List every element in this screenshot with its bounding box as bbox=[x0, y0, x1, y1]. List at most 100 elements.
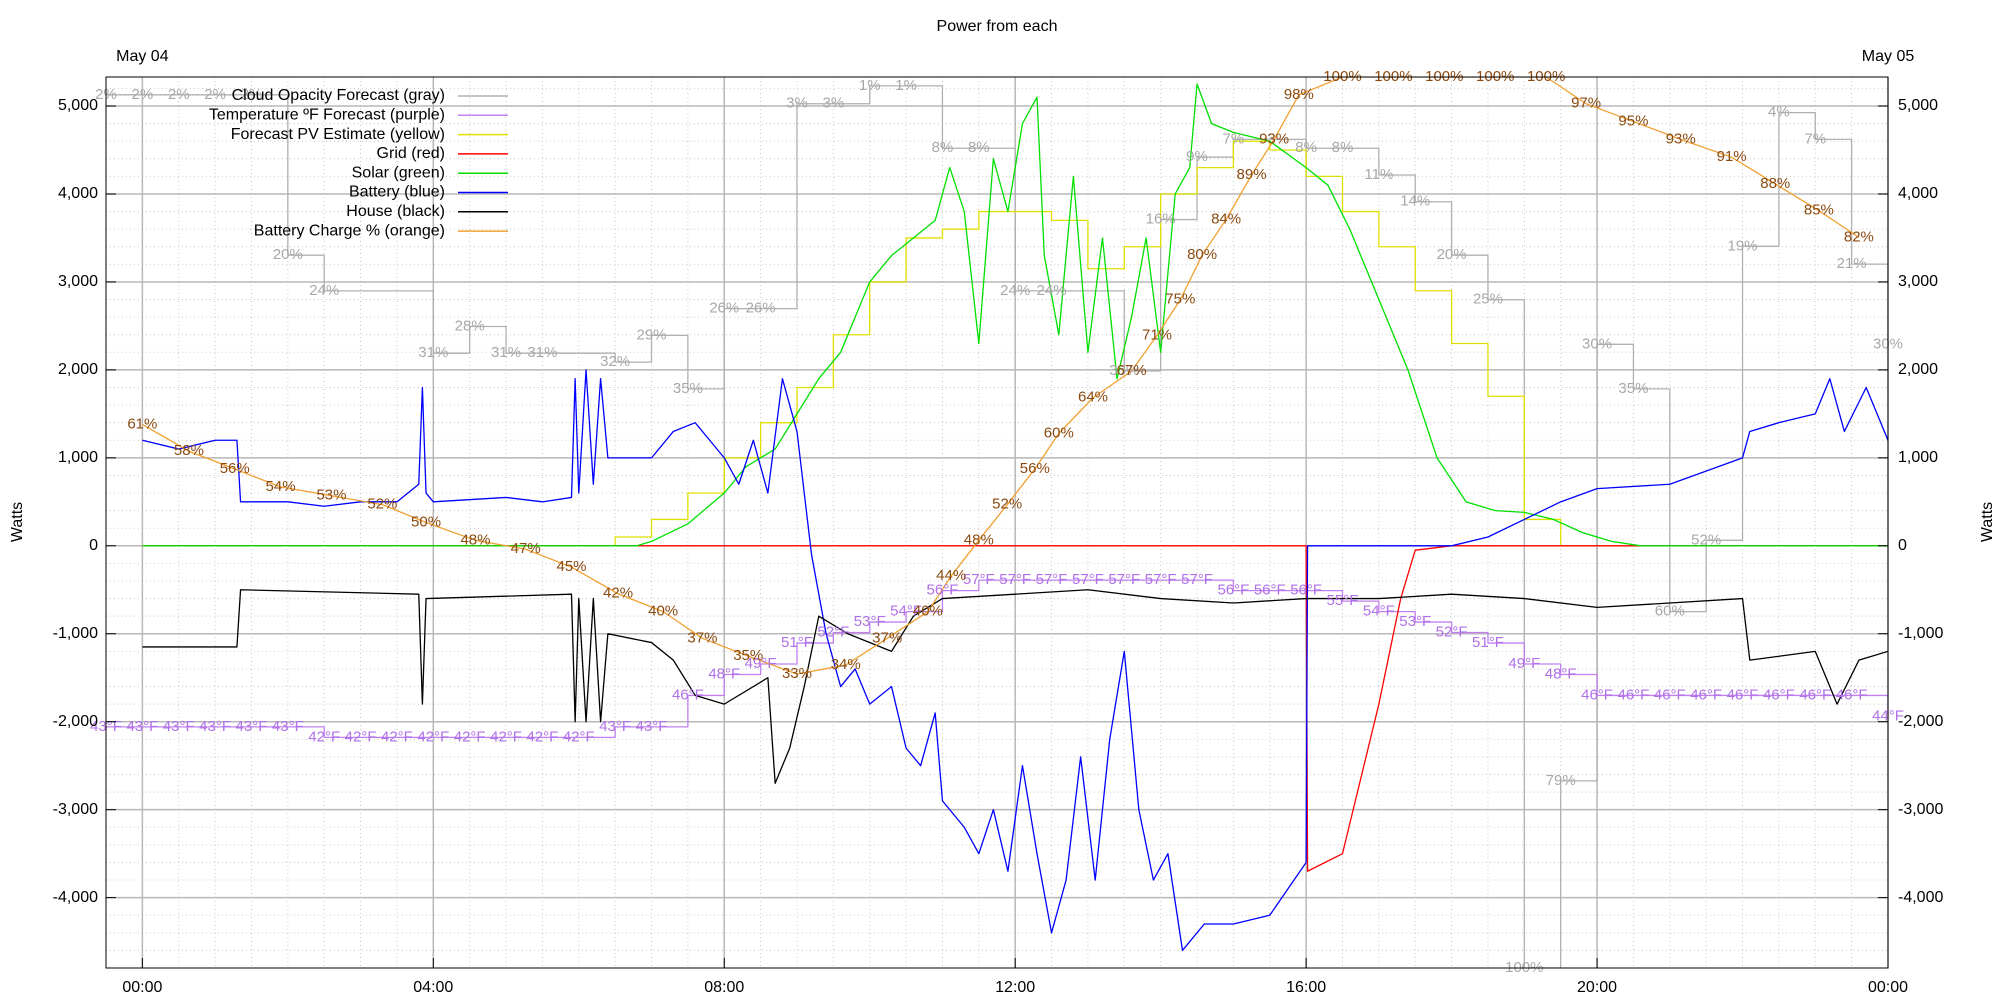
series-line bbox=[142, 77, 1860, 675]
data-label: 49°F bbox=[745, 655, 777, 672]
data-label: 57°F bbox=[1072, 571, 1104, 588]
axes: -4,000 -4,000 -3,000 -3,000 -2,000 -2,000 -1,0… bbox=[53, 48, 1944, 996]
data-label: 16% bbox=[1146, 211, 1176, 228]
data-label: 8% bbox=[968, 139, 990, 156]
data-label: 55°F bbox=[1327, 592, 1359, 609]
data-label: 52% bbox=[367, 496, 397, 513]
data-label: 52% bbox=[1691, 531, 1721, 548]
data-label: 31% bbox=[527, 344, 557, 361]
data-label: 80% bbox=[1187, 246, 1217, 263]
data-label: 51°F bbox=[1472, 634, 1504, 651]
data-label: 54% bbox=[266, 478, 296, 495]
series-line bbox=[142, 369, 1888, 952]
data-label: 35% bbox=[1618, 380, 1648, 397]
x-tick-label: 00:00 bbox=[1868, 979, 1908, 996]
data-label: 9% bbox=[1186, 148, 1208, 165]
y2-axis-label: Watts bbox=[1979, 502, 1996, 542]
x2-tick-label: May 05 bbox=[1862, 48, 1915, 65]
data-label: 35% bbox=[673, 380, 703, 397]
y-tick-label: 2,000 bbox=[58, 361, 98, 378]
data-label: 93% bbox=[1666, 130, 1696, 147]
data-label: 24% bbox=[1037, 282, 1067, 299]
data-label: 42°F bbox=[381, 728, 413, 745]
data-label: 3% bbox=[786, 95, 808, 112]
y-tick-label: -3,000 bbox=[53, 801, 98, 818]
data-label: 34% bbox=[831, 656, 861, 673]
data-label: 46°F bbox=[1581, 686, 1613, 703]
data-label: 46°F bbox=[672, 686, 704, 703]
data-label: 53°F bbox=[1399, 613, 1431, 630]
y2-tick-label: 5,000 bbox=[1898, 97, 1938, 114]
data-label: 48% bbox=[964, 531, 994, 548]
data-label: 8% bbox=[932, 139, 954, 156]
y2-tick-label: 1,000 bbox=[1898, 449, 1938, 466]
data-label: 48°F bbox=[1545, 665, 1577, 682]
data-label: 52°F bbox=[1436, 624, 1468, 641]
data-label: 53% bbox=[316, 487, 346, 504]
y-axis-label: Watts bbox=[9, 502, 26, 542]
data-label: 14% bbox=[1400, 193, 1430, 210]
data-label: 98% bbox=[1284, 86, 1314, 103]
data-label: 37% bbox=[687, 629, 717, 646]
data-label: 85% bbox=[1804, 202, 1834, 219]
data-label: 60% bbox=[1044, 424, 1074, 441]
legend-label: Battery (blue) bbox=[349, 184, 445, 201]
data-label: 100% bbox=[1527, 68, 1565, 85]
data-label: 58% bbox=[174, 442, 204, 459]
y2-tick-label: -4,000 bbox=[1898, 889, 1943, 906]
data-label: 52% bbox=[992, 496, 1022, 513]
data-label: 3% bbox=[823, 95, 845, 112]
data-label: 42°F bbox=[308, 728, 340, 745]
data-label: 40% bbox=[648, 603, 678, 620]
value-labels: 2% 2% 2% 2% 2%20%24%31%28%31% 31%32%29%35%26%… bbox=[90, 68, 1904, 976]
plot-frame bbox=[105, 76, 1889, 969]
data-label: 57°F bbox=[1108, 571, 1140, 588]
data-label: 57°F bbox=[999, 571, 1031, 588]
data-label: 8% bbox=[1295, 139, 1317, 156]
data-label: 67% bbox=[1117, 362, 1147, 379]
data-label: 57°F bbox=[1036, 571, 1068, 588]
y2-tick-label: 2,000 bbox=[1898, 361, 1938, 378]
data-label: 4% bbox=[1768, 104, 1790, 121]
data-label: 42°F bbox=[417, 728, 449, 745]
data-label: 42% bbox=[603, 585, 633, 602]
x2-tick-label: May 04 bbox=[116, 48, 169, 65]
data-label: 54°F bbox=[890, 603, 922, 620]
data-label: 43°F bbox=[163, 718, 195, 735]
data-label: 82% bbox=[1844, 228, 1874, 245]
legend-label: Solar (green) bbox=[352, 164, 445, 181]
data-label: 25% bbox=[1473, 291, 1503, 308]
data-label: 26% bbox=[746, 300, 776, 317]
data-label: 88% bbox=[1760, 175, 1790, 192]
y2-tick-label: -2,000 bbox=[1898, 713, 1943, 730]
x-tick-label: 08:00 bbox=[704, 979, 744, 996]
data-label: 56% bbox=[220, 460, 250, 477]
data-label: 33% bbox=[782, 665, 812, 682]
data-label: 43°F bbox=[599, 718, 631, 735]
data-label: 47% bbox=[511, 540, 541, 557]
data-label: 53°F bbox=[854, 613, 886, 630]
y-tick-label: 1,000 bbox=[58, 449, 98, 466]
data-label: 95% bbox=[1618, 113, 1648, 130]
data-label: 37% bbox=[872, 629, 902, 646]
x-tick-label: 12:00 bbox=[995, 979, 1035, 996]
data-label: 79% bbox=[1546, 772, 1576, 789]
data-label: 29% bbox=[636, 326, 666, 343]
data-label: 26% bbox=[709, 300, 739, 317]
data-label: 44% bbox=[936, 567, 966, 584]
data-label: 43°F bbox=[126, 718, 158, 735]
data-label: 49°F bbox=[1508, 655, 1540, 672]
data-label: 91% bbox=[1717, 148, 1747, 165]
data-label: 46°F bbox=[1654, 686, 1686, 703]
data-label: 8% bbox=[1332, 139, 1354, 156]
data-label: 2% bbox=[132, 86, 154, 103]
data-label: 64% bbox=[1078, 389, 1108, 406]
data-label: 100% bbox=[1323, 68, 1361, 85]
y-tick-label: -4,000 bbox=[53, 889, 98, 906]
data-label: 71% bbox=[1142, 326, 1172, 343]
x-tick-label: 00:00 bbox=[122, 979, 162, 996]
data-label: 31% bbox=[491, 344, 521, 361]
x-tick-label: 16:00 bbox=[1286, 979, 1326, 996]
